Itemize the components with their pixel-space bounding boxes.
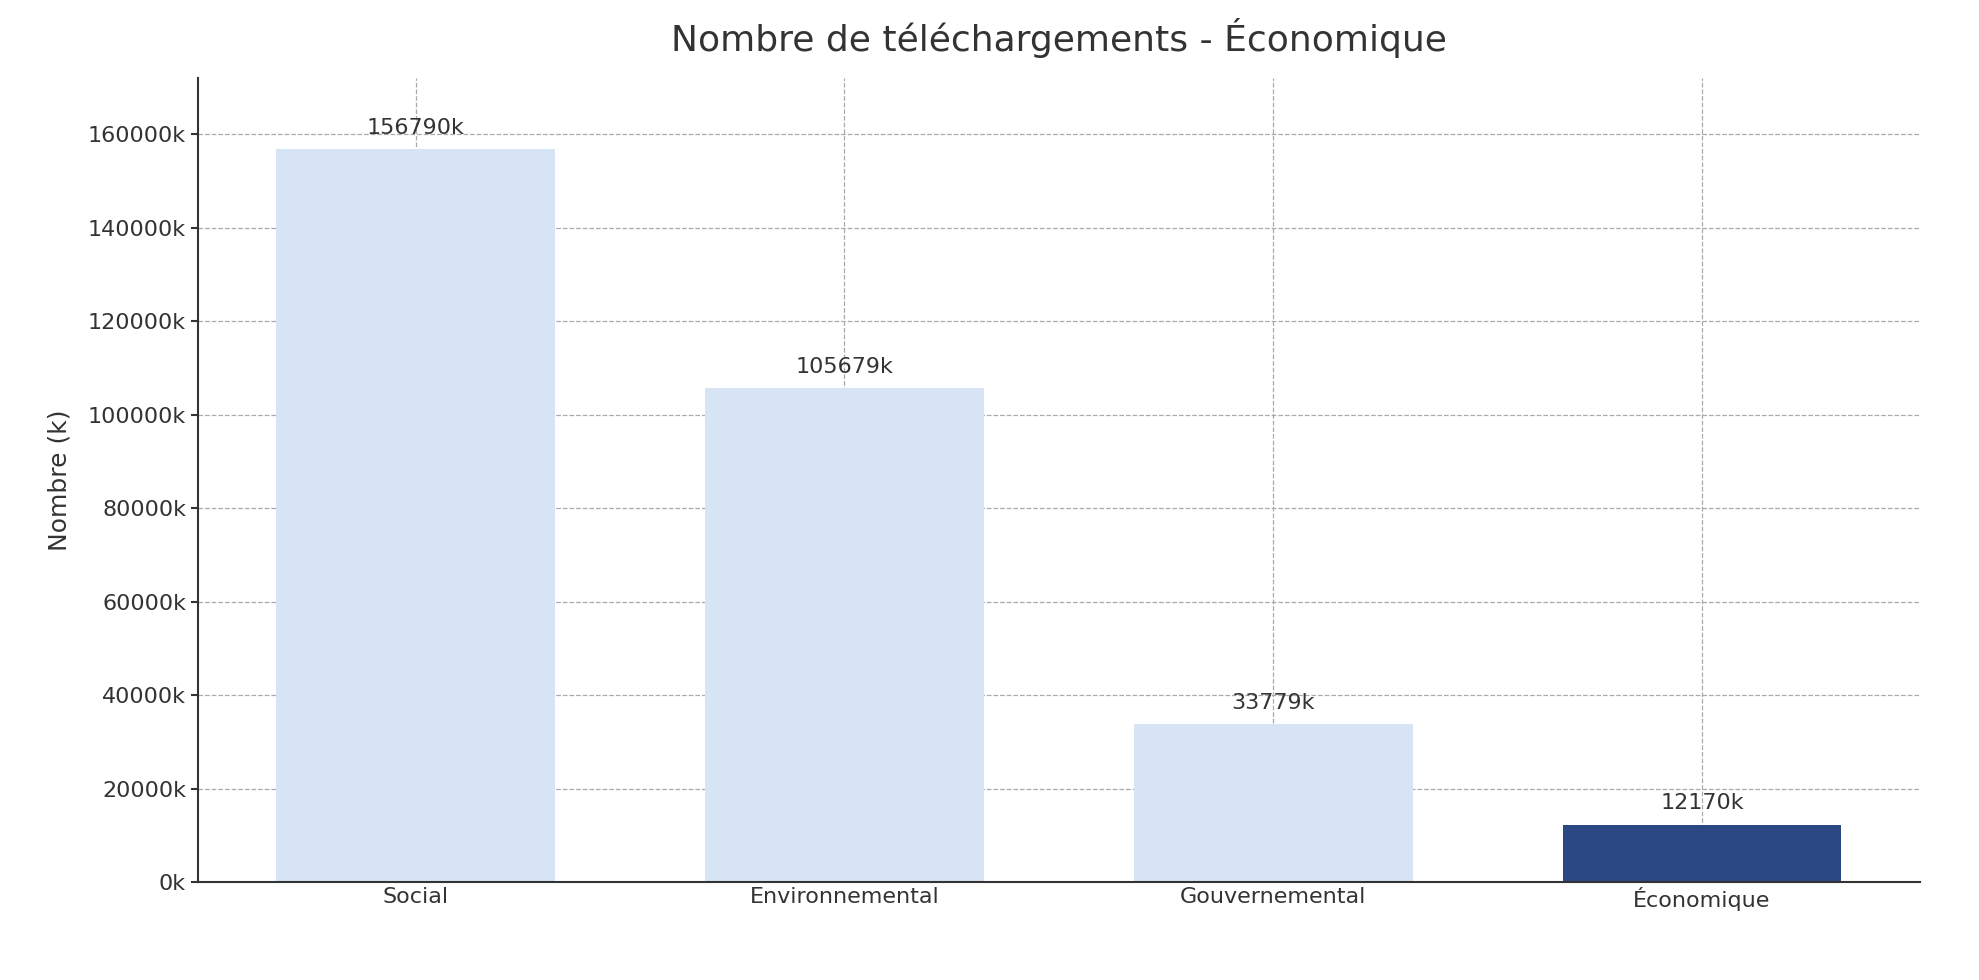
Bar bbox=[705, 388, 984, 882]
Title: Nombre de téléchargements - Économique: Nombre de téléchargements - Économique bbox=[671, 18, 1447, 58]
Bar bbox=[1563, 825, 1840, 882]
Bar bbox=[277, 150, 554, 882]
Text: 156790k: 156790k bbox=[366, 118, 465, 138]
Text: 33779k: 33779k bbox=[1231, 693, 1314, 712]
Bar bbox=[1134, 724, 1413, 882]
Text: 105679k: 105679k bbox=[796, 357, 893, 376]
Text: 12170k: 12170k bbox=[1660, 794, 1743, 813]
Y-axis label: Nombre (k): Nombre (k) bbox=[47, 410, 71, 551]
